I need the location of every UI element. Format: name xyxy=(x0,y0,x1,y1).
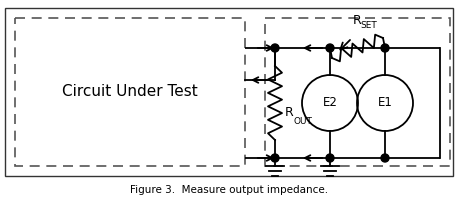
Text: E1: E1 xyxy=(378,97,392,109)
Bar xyxy=(15,18,245,166)
Circle shape xyxy=(271,154,279,162)
Text: R: R xyxy=(353,14,361,26)
Circle shape xyxy=(381,44,389,52)
Bar xyxy=(5,8,453,176)
Circle shape xyxy=(326,154,334,162)
Circle shape xyxy=(326,44,334,52)
Text: E2: E2 xyxy=(323,97,337,109)
Text: R: R xyxy=(285,106,294,120)
Circle shape xyxy=(381,154,389,162)
Text: Figure 3.  Measure output impedance.: Figure 3. Measure output impedance. xyxy=(130,185,329,195)
Text: SET: SET xyxy=(360,21,377,30)
Text: Circuit Under Test: Circuit Under Test xyxy=(62,85,198,100)
Bar xyxy=(265,18,450,166)
Circle shape xyxy=(271,44,279,52)
Text: OUT: OUT xyxy=(293,116,312,126)
